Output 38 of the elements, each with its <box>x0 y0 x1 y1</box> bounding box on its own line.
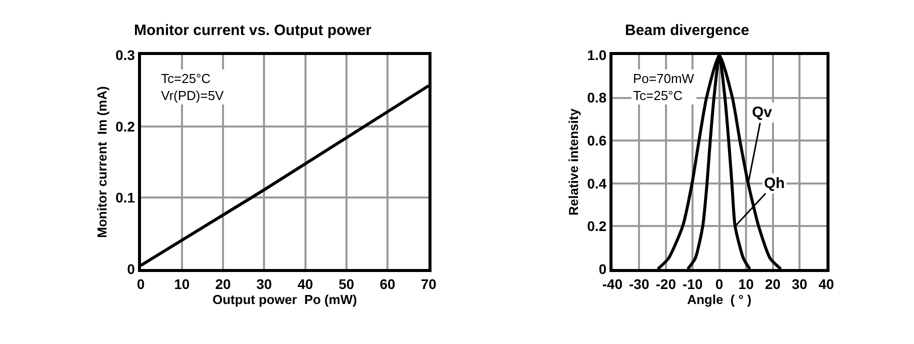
y-tick-label: 0.1 <box>115 190 136 206</box>
chart-title: Monitor current vs. Output power <box>134 22 372 39</box>
x-tick-label: 0 <box>715 276 724 292</box>
y-tick-label: 0 <box>598 260 607 277</box>
x-tick-label: 60 <box>380 276 396 292</box>
annotation: Vr(PD)=5V <box>161 88 224 103</box>
x-tick-label: 20 <box>765 276 781 292</box>
x-tick-label: 10 <box>174 276 190 292</box>
x-tick-label: 10 <box>738 276 754 292</box>
y-axis-title: Relative intensity <box>566 108 582 216</box>
x-tick-label: 40 <box>297 276 314 292</box>
y-tick-label: 0.2 <box>115 118 136 134</box>
annotation: Po=70mW <box>633 71 695 86</box>
y-tick-label: 0.8 <box>587 90 607 106</box>
x-tick-label: -20 <box>656 276 676 292</box>
y-tick-label: 0.4 <box>587 175 607 192</box>
y-tick-label: 0.2 <box>587 218 607 234</box>
annotation: Tc=25°C <box>633 88 683 103</box>
x-tick-label: 30 <box>256 276 272 292</box>
annotation: Tc=25°C <box>161 71 211 86</box>
x-axis-title: Output power Po (mW) <box>212 292 357 307</box>
text: Qh <box>764 175 785 192</box>
x-tick-label: 40 <box>818 276 834 292</box>
x-tick-label: -10 <box>682 276 703 292</box>
y-tick-label: 0.6 <box>587 132 607 149</box>
y-tick-label: 1.0 <box>587 46 607 63</box>
y-tick-label: 0 <box>127 260 136 277</box>
x-tick-label: 50 <box>338 276 354 292</box>
series-label: Qv <box>752 104 773 121</box>
x-tick-label: -30 <box>628 276 650 292</box>
x-tick-label: 30 <box>792 276 808 292</box>
chart-title: Beam divergence <box>625 22 750 39</box>
x-tick-label: 20 <box>215 276 232 292</box>
y-axis-title: Monitor current Im (mA) <box>94 86 110 238</box>
x-tick-label: 70 <box>420 276 437 292</box>
x-axis-title: Angle ( ° ) <box>687 292 752 307</box>
y-tick-label: 0.3 <box>115 46 136 63</box>
x-tick-label: -40 <box>602 276 623 292</box>
